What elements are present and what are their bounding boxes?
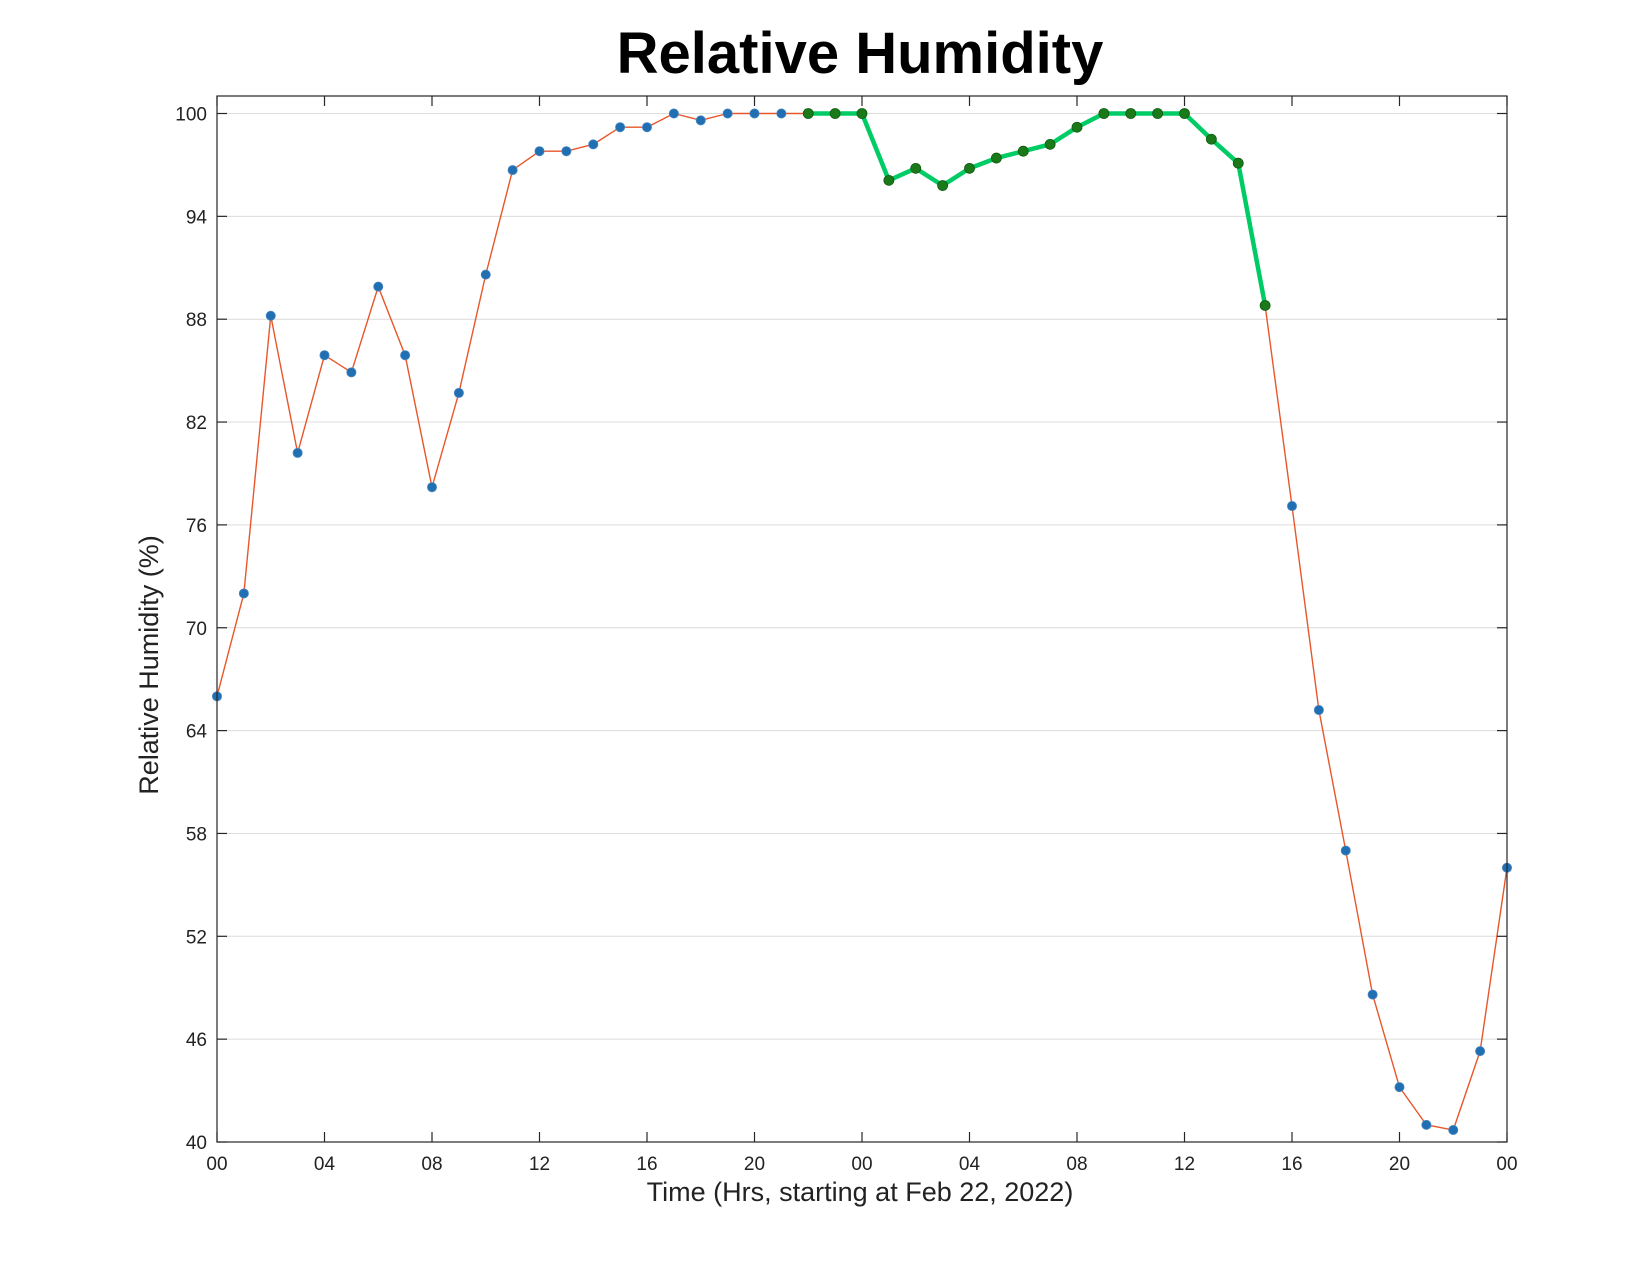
y-tick-label: 82 [186, 413, 207, 434]
y-tick-label: 46 [186, 1030, 207, 1051]
highlight-data-point [910, 162, 922, 174]
highlight-data-point [1259, 300, 1271, 311]
highlight-data-point [990, 152, 1002, 164]
chart-title: Relative Humidity [617, 21, 1104, 86]
y-tick-label: 70 [186, 619, 207, 640]
y-tick-label: 76 [186, 516, 207, 537]
data-point [426, 482, 437, 493]
highlight-data-point [937, 180, 949, 191]
data-point [749, 108, 760, 119]
x-tick-label: 04 [314, 1154, 336, 1175]
highlight-data-point [883, 174, 895, 186]
highlight-data-point [1017, 145, 1029, 157]
data-point [1313, 705, 1324, 716]
x-tick-label: 20 [744, 1154, 765, 1175]
data-point [1287, 501, 1298, 512]
data-point [453, 387, 464, 398]
y-tick-label: 52 [186, 927, 207, 948]
x-tick-label: 08 [1066, 1154, 1087, 1175]
x-tick-label: 12 [529, 1154, 550, 1175]
data-point [695, 115, 706, 126]
highlight-data-point [1098, 108, 1110, 119]
highlight-data-point [1044, 138, 1056, 150]
data-point [292, 447, 303, 458]
data-point [588, 139, 599, 150]
x-tick-label: 00 [206, 1154, 227, 1175]
data-point [615, 122, 626, 133]
x-tick-label: 16 [1281, 1154, 1302, 1175]
data-point [534, 146, 545, 157]
data-point [722, 108, 733, 119]
data-point [1367, 989, 1378, 1000]
data-point [668, 108, 679, 119]
highlight-data-point [1125, 108, 1137, 119]
data-point [1421, 1119, 1432, 1130]
y-tick-label: 58 [186, 824, 207, 845]
highlight-data-point [1205, 133, 1217, 145]
data-point [319, 350, 330, 361]
x-tick-label: 16 [636, 1154, 657, 1175]
y-tick-label: 100 [175, 105, 207, 126]
y-tick-label: 40 [186, 1133, 207, 1154]
plot-frame [216, 95, 1508, 1143]
highlight-data-point [1071, 121, 1083, 133]
x-tick-label: 12 [1174, 1154, 1195, 1175]
highlight-data-point [964, 162, 975, 174]
axis-ticks: 40 46 52 58 64 70 76 82 88 94 100 00 04 08 12 16 20 00 04 0… [175, 96, 1518, 1175]
data-point [776, 108, 787, 119]
highlight-data-point [856, 108, 868, 119]
y-tick-label: 64 [186, 722, 208, 743]
data-point [507, 165, 518, 176]
y-axis-label: Relative Humidity (%) [134, 535, 164, 795]
y-tick-label: 94 [186, 207, 208, 228]
data-point [238, 588, 249, 599]
data-point [373, 281, 384, 292]
highlight-data-point [1232, 157, 1244, 169]
data-point [265, 310, 276, 321]
data-point [400, 350, 411, 361]
series-layer [211, 108, 1513, 1136]
data-point [1475, 1046, 1486, 1057]
data-point [561, 146, 572, 157]
x-tick-label: 00 [851, 1154, 872, 1175]
gridlines [217, 113, 1507, 1040]
data-point [480, 269, 491, 280]
data-point [1340, 845, 1351, 856]
x-tick-label: 20 [1389, 1154, 1410, 1175]
highlight-data-point [1179, 108, 1190, 119]
x-tick-label: 08 [421, 1154, 442, 1175]
x-tick-label: 04 [959, 1154, 981, 1175]
x-tick-label: 00 [1496, 1154, 1517, 1175]
data-point [642, 122, 653, 133]
series-line-full [216, 112, 1508, 1131]
highlight-data-point [829, 108, 841, 119]
y-tick-label: 88 [186, 310, 207, 331]
highlight-data-point [802, 108, 814, 119]
series-line-highlight [808, 111, 1268, 306]
highlight-data-point [1152, 108, 1164, 119]
data-point [346, 367, 357, 378]
data-point [1448, 1125, 1459, 1136]
data-point [1394, 1082, 1405, 1093]
x-axis-label: Time (Hrs, starting at Feb 22, 2022) [647, 1177, 1074, 1207]
